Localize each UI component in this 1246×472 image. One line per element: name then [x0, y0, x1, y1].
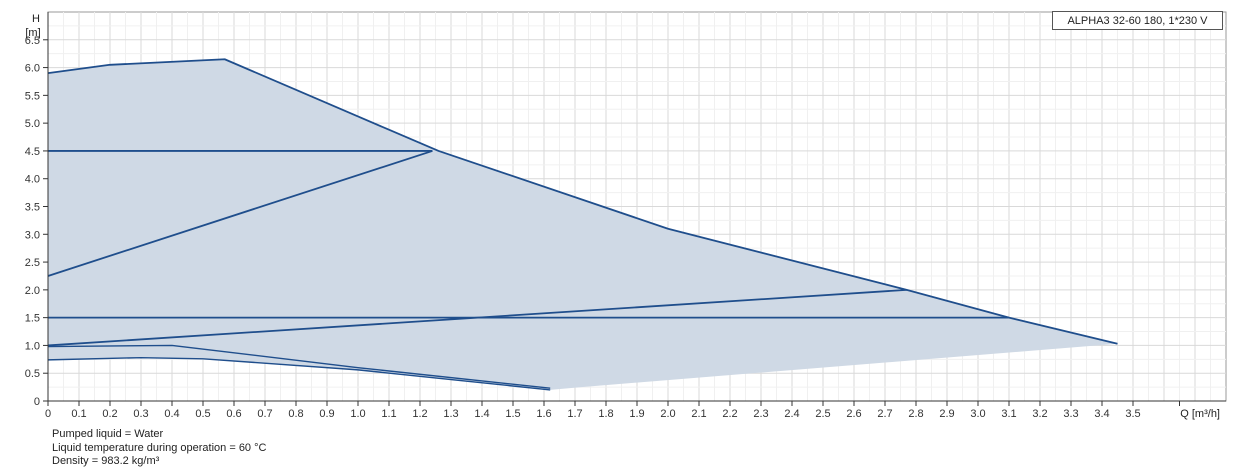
x-tick-label: 1.1 [381, 408, 396, 420]
x-tick-label: 2.0 [660, 408, 675, 420]
y-tick-label: 4.5 [25, 146, 40, 158]
y-tick-label: 5.0 [25, 118, 40, 130]
x-tick-label: 2.6 [846, 408, 861, 420]
y-tick-label: 5.5 [25, 90, 40, 102]
pump-curve-chart: 0 0.1 0.2 0.3 0.4 0.5 0.6 0.7 0.8 0.9 1.0 1.1 1.2 1.3… [25, 11, 1227, 420]
x-tick-label: 0.5 [195, 408, 210, 420]
y-tick-label: 2.5 [25, 257, 40, 269]
x-tick-label: 0.2 [102, 408, 117, 420]
x-tick-label: 0.1 [71, 408, 86, 420]
x-tick-label: 2.8 [908, 408, 923, 420]
series-line [47, 150, 433, 277]
y-tick-label: 1.0 [25, 340, 40, 352]
x-tick-label: 1.8 [598, 408, 613, 420]
x-tick-label: 2.3 [753, 408, 768, 420]
x-tick-label: 3.3 [1063, 408, 1078, 420]
x-tick-label: 0.6 [226, 408, 241, 420]
x-tick-label: 1.4 [474, 408, 489, 420]
x-tick-label: 1.5 [505, 408, 520, 420]
x-tick-label: 0 [45, 408, 51, 420]
x-tick-label: 2.5 [815, 408, 830, 420]
note-pumped-liquid: Pumped liquid = Water [52, 428, 164, 440]
x-axis-label: Q [m³/h] [1180, 408, 1220, 420]
x-tick-label: 0.4 [164, 408, 179, 420]
y-tick-label: 0 [34, 396, 40, 408]
x-tick-label: 0.7 [257, 408, 272, 420]
chart-title: ALPHA3 32-60 180, 1*230 V [1067, 15, 1208, 27]
x-tick-label: 3.0 [970, 408, 985, 420]
series-line [47, 58, 1118, 345]
chart-title-box: ALPHA3 32-60 180, 1*230 V [1052, 11, 1223, 30]
x-tick-label: 2.2 [722, 408, 737, 420]
y-tick-label: 3.5 [25, 202, 40, 214]
y-tick-label: 0.5 [25, 368, 40, 380]
note-liquid-temperature: Liquid temperature during operation = 60… [52, 441, 267, 454]
x-tick-label: 1.2 [412, 408, 427, 420]
y-tick-label: 6.0 [25, 63, 40, 75]
y-tick-label: 1.5 [25, 313, 40, 325]
series-line [47, 344, 551, 389]
operating-notes: Pumped liquid = Water Liquid temperature… [52, 428, 266, 469]
operating-area [48, 59, 1118, 390]
x-tick-label: 2.1 [691, 408, 706, 420]
y-axis-unit: [m] [25, 27, 40, 39]
note-density: Density = 983.2 kg/m³ [52, 455, 160, 467]
x-tick-label: 2.9 [939, 408, 954, 420]
x-tick-label: 1.9 [629, 408, 644, 420]
series-line [47, 356, 551, 391]
y-tick-label: 4.0 [25, 174, 40, 186]
x-tick-label: 3.4 [1094, 408, 1109, 420]
x-tick-label: 1.3 [443, 408, 458, 420]
x-tick-label: 1.7 [567, 408, 582, 420]
x-tick-label: 2.7 [877, 408, 892, 420]
y-tick-label: 6.5 [25, 35, 40, 47]
x-tick-label: 2.4 [784, 408, 799, 420]
x-tick-label: 3.2 [1032, 408, 1047, 420]
x-tick-label: 0.8 [288, 408, 303, 420]
x-tick-label: 0.9 [319, 408, 334, 420]
y-tick-label: 3.0 [25, 229, 40, 241]
x-tick-label: 3.1 [1001, 408, 1016, 420]
x-tick-label: 3.5 [1125, 408, 1140, 420]
y-axis-label: H [32, 13, 40, 25]
x-tick-label: 0.3 [133, 408, 148, 420]
x-tick-label: 1.0 [350, 408, 365, 420]
y-tick-label: 2.0 [25, 285, 40, 297]
x-tick-label: 1.6 [536, 408, 551, 420]
series-line [47, 288, 907, 347]
